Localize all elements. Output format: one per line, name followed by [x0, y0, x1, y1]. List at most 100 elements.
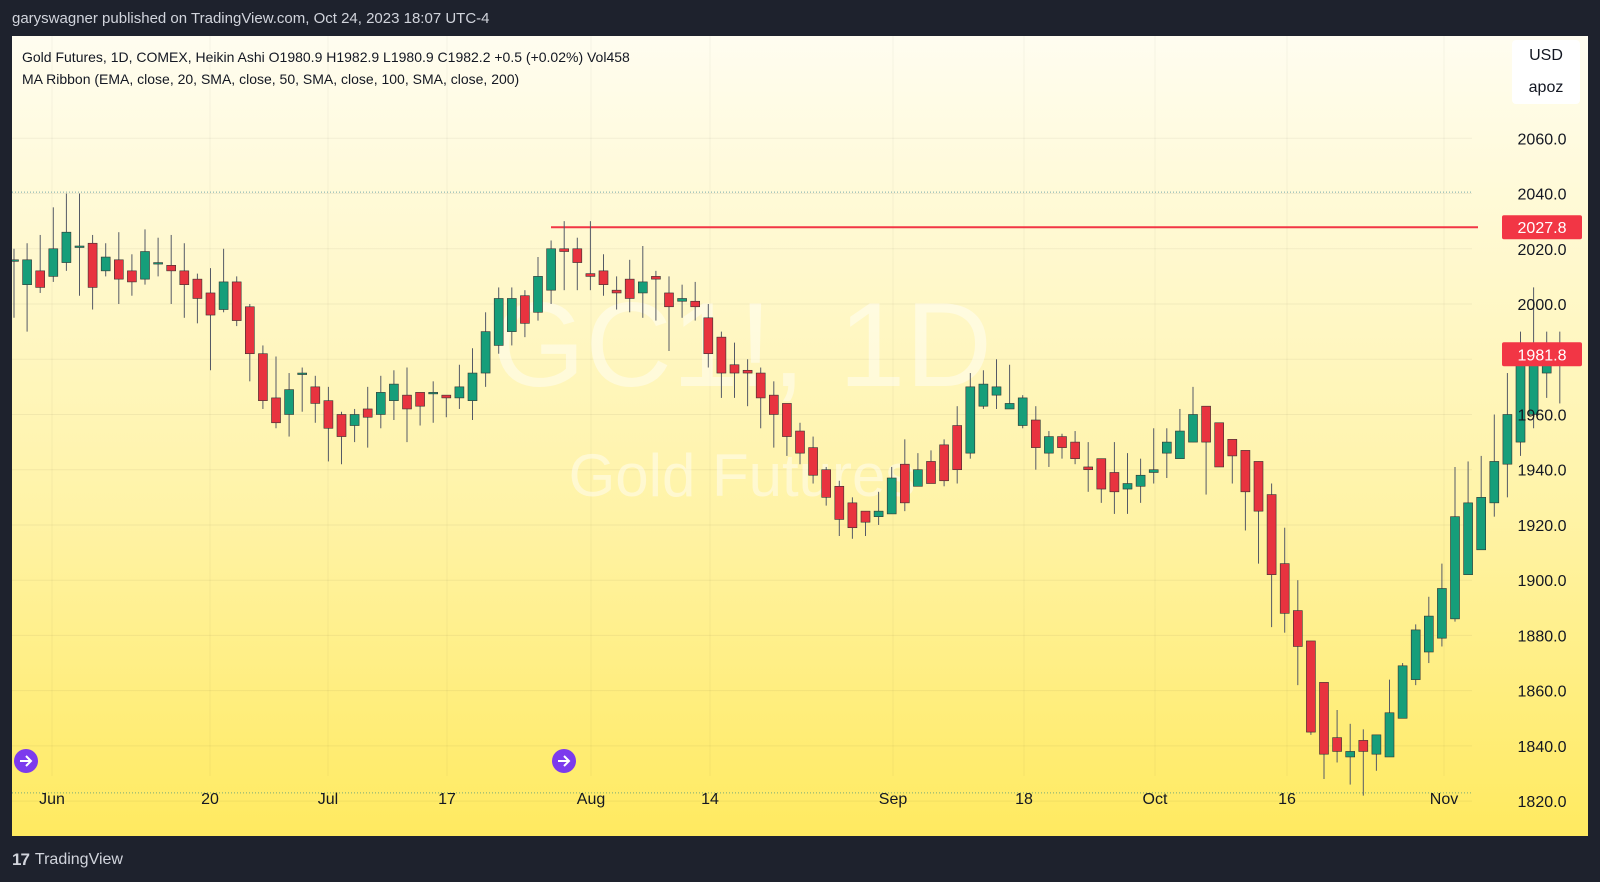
- candle-body: [939, 444, 949, 482]
- tradingview-brand[interactable]: 17 TradingView: [12, 850, 123, 870]
- candle: [1502, 373, 1513, 498]
- candle: [1188, 386, 1198, 443]
- candle-body: [1044, 436, 1054, 454]
- candle: [585, 221, 596, 291]
- candle-body: [546, 248, 556, 291]
- candle-body: [140, 251, 150, 280]
- candle-body: [690, 300, 701, 308]
- candle-body: [729, 364, 740, 374]
- unit-label: apoz: [1528, 79, 1564, 96]
- candle-body: [231, 281, 242, 321]
- candle-body: [114, 259, 124, 280]
- candle-body: [703, 317, 714, 355]
- candle: [179, 243, 190, 318]
- candle-body: [323, 400, 334, 429]
- candle-body: [1371, 734, 1382, 755]
- candle: [742, 359, 753, 407]
- candle: [100, 243, 111, 277]
- candle-body: [1017, 397, 1028, 426]
- candle-body: [1135, 474, 1146, 487]
- level-price-tag-bg: [1502, 215, 1582, 240]
- candle-body: [1214, 422, 1224, 468]
- candle: [533, 257, 543, 321]
- publish-info: garyswagner published on TradingView.com…: [12, 10, 490, 27]
- candle-body: [978, 383, 989, 407]
- candle-body: [1122, 483, 1133, 490]
- last-price-tag-text: 1981.8: [1518, 347, 1567, 364]
- candle-body: [1397, 665, 1408, 719]
- candle: [1109, 442, 1120, 514]
- goto-date-button[interactable]: [552, 749, 576, 773]
- candle: [729, 342, 740, 398]
- candle: [389, 370, 399, 420]
- candle: [1358, 729, 1369, 796]
- candle: [1476, 455, 1486, 551]
- candle: [637, 246, 648, 318]
- candle: [1044, 431, 1054, 467]
- currency-unit-menu[interactable]: USD apoz: [1512, 40, 1580, 104]
- chart-panel[interactable]: GC1!, 1D Gold Futures 2060.0 2040.0 2020.0…: [12, 36, 1588, 836]
- candle: [559, 221, 570, 291]
- candle: [886, 466, 897, 515]
- candle-body: [533, 276, 543, 313]
- candle-body: [506, 298, 517, 332]
- candle-body: [1162, 441, 1172, 454]
- candle: [1004, 364, 1015, 410]
- candle: [1371, 734, 1382, 771]
- candle: [35, 234, 46, 293]
- candle-body: [271, 397, 281, 424]
- x-tick-label: 16: [1278, 791, 1296, 808]
- candle-body: [664, 292, 674, 308]
- candle-body: [1227, 439, 1238, 457]
- candle-body: [1240, 450, 1251, 493]
- candle: [899, 439, 910, 512]
- candle-body: [926, 461, 936, 484]
- candle-body: [12, 259, 19, 262]
- candle-body: [205, 292, 216, 316]
- x-tick-label: Sep: [879, 791, 908, 808]
- watermark-name: Gold Futures: [569, 442, 916, 509]
- candle: [1293, 580, 1303, 686]
- candle: [1253, 461, 1264, 564]
- candle: [1397, 663, 1408, 719]
- candle-body: [402, 394, 412, 410]
- candle: [493, 287, 504, 354]
- y-tick-label: 2000.0: [1518, 297, 1567, 314]
- candle-body: [166, 265, 176, 272]
- x-tick-label: Jul: [318, 791, 338, 808]
- candle-body: [821, 469, 832, 498]
- candle: [1319, 682, 1329, 780]
- x-tick-label: Jun: [39, 791, 65, 808]
- candle: [1240, 450, 1251, 531]
- candles: [12, 193, 1578, 796]
- candle: [1214, 422, 1224, 468]
- goto-realtime-button[interactable]: [14, 749, 38, 773]
- candle: [231, 276, 242, 327]
- candle-body: [1096, 458, 1107, 490]
- candle: [1489, 414, 1500, 517]
- candle-body: [87, 242, 98, 288]
- candle-body: [1502, 414, 1513, 465]
- watermark-symbol: GC1!, 1D: [492, 278, 992, 412]
- candle: [140, 229, 150, 285]
- candle: [1463, 461, 1473, 575]
- candle: [349, 408, 360, 443]
- candle-body: [1279, 563, 1290, 614]
- candle: [271, 356, 281, 429]
- candle-body: [572, 248, 583, 263]
- axes: 2060.02040.02020.02000.01980.01960.01940…: [39, 131, 1566, 811]
- last-price-tag: 1981.8: [1502, 342, 1582, 367]
- candle-body: [991, 386, 1002, 396]
- candle: [690, 281, 701, 321]
- candle-body: [1450, 516, 1460, 620]
- candle-body: [1201, 405, 1211, 443]
- candle-body: [965, 386, 976, 454]
- candle: [965, 373, 976, 459]
- candle-body: [1463, 502, 1473, 575]
- candle-body: [153, 262, 163, 265]
- last-price-tag-bg: [1502, 342, 1582, 367]
- price-chart[interactable]: GC1!, 1D Gold Futures 2060.0 2040.0 2020.0…: [12, 36, 1588, 836]
- candle: [939, 439, 949, 487]
- candle-body: [362, 408, 373, 418]
- grid: [12, 36, 1472, 802]
